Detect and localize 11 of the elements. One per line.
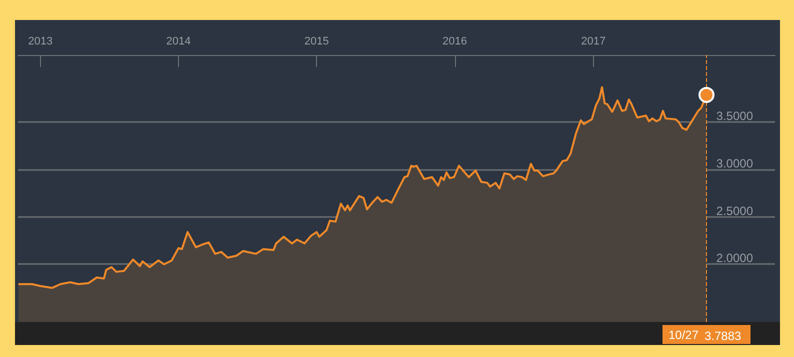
x-tick-label: 2017 xyxy=(581,36,606,48)
y-tick-label: 2.5000 xyxy=(716,204,754,218)
x-tick-label: 2014 xyxy=(166,36,191,48)
y-tick-label: 3.5000 xyxy=(716,109,754,124)
y-tick-label: 3.0000 xyxy=(716,156,754,171)
x-tick-label: 2013 xyxy=(28,36,53,48)
ref-line-label: 10/27 xyxy=(668,328,699,342)
x-tick-label: 2016 xyxy=(442,36,468,48)
text: 3.7883 xyxy=(704,329,742,343)
x-tick-label: 2015 xyxy=(304,36,329,48)
y-tick-label: 2.0000 xyxy=(716,251,754,266)
